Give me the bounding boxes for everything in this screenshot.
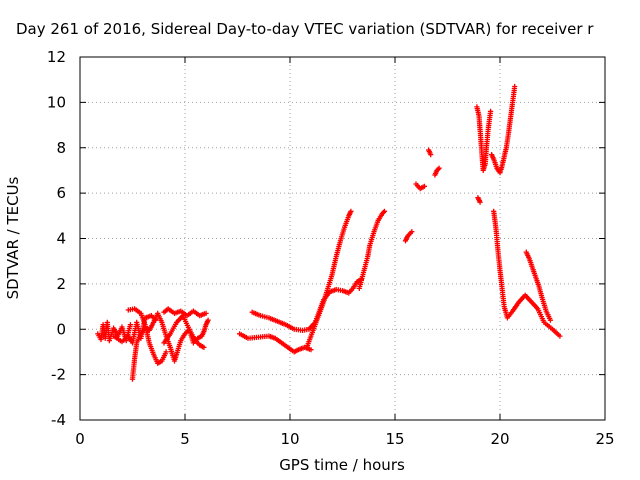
data-point <box>381 208 388 214</box>
data-point <box>201 344 207 350</box>
y-tick-label: 0 <box>56 320 66 338</box>
data-point <box>557 333 563 339</box>
x-axis-title: GPS time / hours <box>279 456 405 474</box>
data-point <box>127 322 133 328</box>
data-point <box>487 108 494 114</box>
data-point <box>203 310 209 316</box>
data-points <box>95 83 563 382</box>
data-point <box>421 183 427 189</box>
x-tick-label: 5 <box>180 430 190 448</box>
data-point <box>308 347 314 353</box>
data-point <box>477 199 483 205</box>
y-tick-label: 12 <box>47 48 66 66</box>
x-tick-labels: 0 5 10 15 20 25 <box>75 430 614 448</box>
x-tick-label: 0 <box>75 430 85 448</box>
data-point <box>512 83 518 90</box>
y-tick-label: 10 <box>47 93 66 111</box>
x-tick-label: 15 <box>385 430 404 448</box>
axis-ticks <box>79 56 606 421</box>
data-point <box>436 165 442 171</box>
x-tick-label: 20 <box>490 430 509 448</box>
data-point <box>409 229 415 235</box>
data-point <box>163 349 169 355</box>
y-tick-label: 6 <box>56 184 66 202</box>
y-axis-title: SDTVAR / TECUs <box>4 176 22 299</box>
y-tick-label: 8 <box>56 139 66 157</box>
data-point <box>428 152 434 158</box>
x-tick-label: 10 <box>280 430 299 448</box>
y-tick-labels: -4 -2 0 2 4 6 8 10 12 <box>47 48 66 429</box>
y-tick-label: -4 <box>51 411 66 429</box>
grid <box>80 57 605 420</box>
x-tick-label: 25 <box>595 430 614 448</box>
y-tick-label: 4 <box>56 230 66 248</box>
data-point <box>205 317 211 323</box>
data-point <box>348 208 354 214</box>
chart-title: Day 261 of 2016, Sidereal Day-to-day VTE… <box>16 20 594 38</box>
y-tick-label: -2 <box>51 366 66 384</box>
y-tick-label: 2 <box>56 275 66 293</box>
data-point <box>547 317 553 323</box>
